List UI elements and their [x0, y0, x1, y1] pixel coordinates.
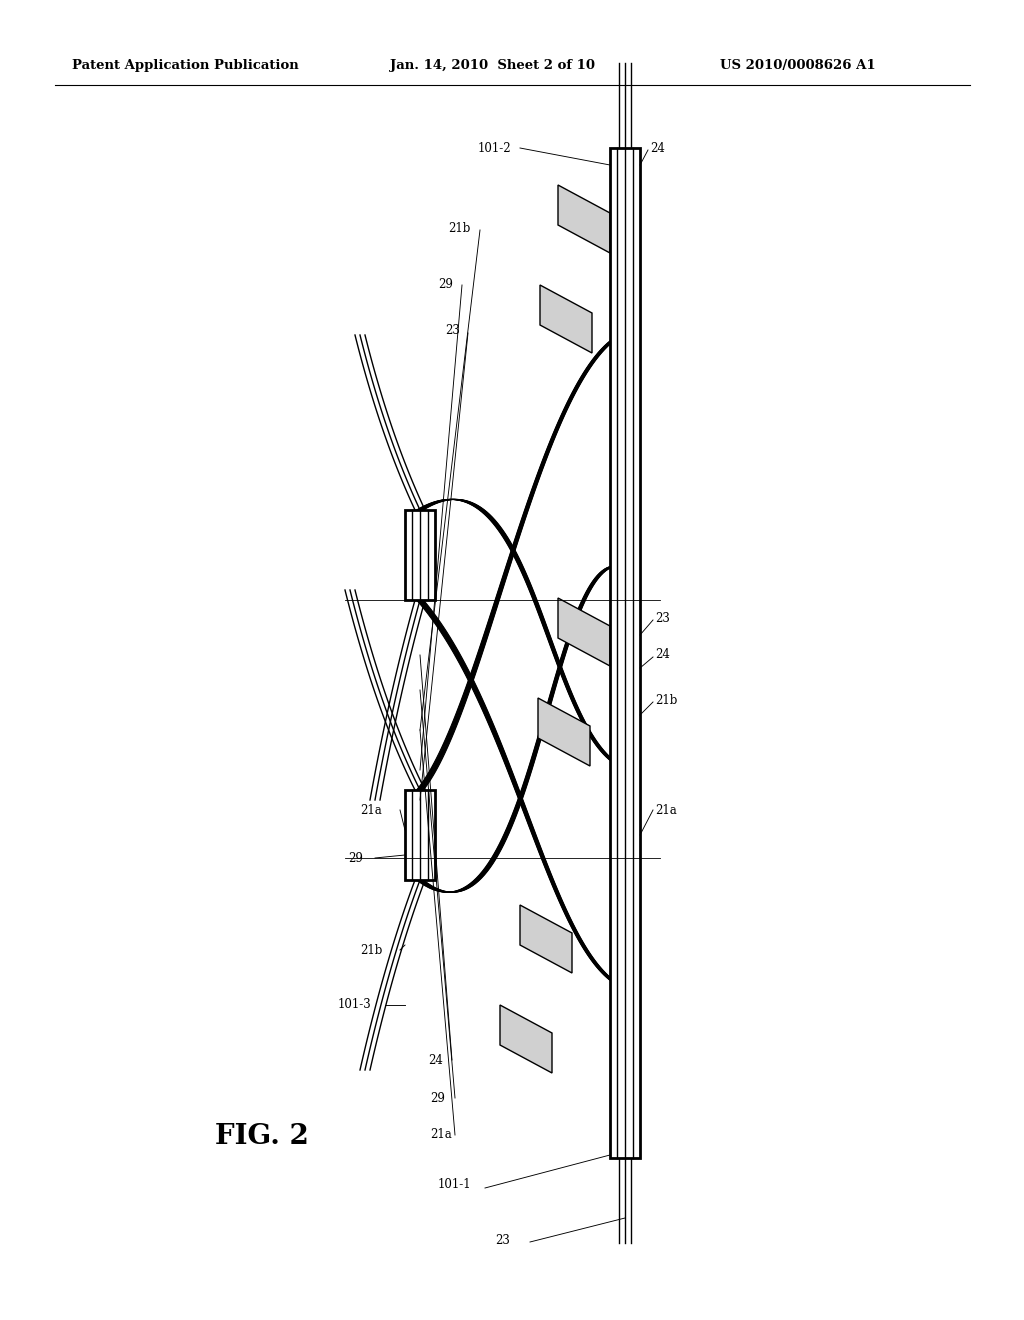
Text: FIG. 2: FIG. 2 — [215, 1123, 309, 1150]
Text: 21b: 21b — [449, 222, 470, 235]
Text: 23: 23 — [495, 1233, 510, 1246]
Bar — [610, 148, 640, 1158]
Text: Patent Application Publication: Patent Application Publication — [72, 58, 299, 71]
Text: 21a: 21a — [360, 804, 382, 817]
Polygon shape — [538, 698, 590, 766]
Text: 29: 29 — [430, 1092, 444, 1105]
Text: 101-3: 101-3 — [338, 998, 372, 1011]
Text: Jan. 14, 2010  Sheet 2 of 10: Jan. 14, 2010 Sheet 2 of 10 — [390, 58, 595, 71]
Text: 21b: 21b — [655, 693, 677, 706]
Text: 24: 24 — [655, 648, 670, 661]
Text: 21a: 21a — [655, 804, 677, 817]
Polygon shape — [558, 598, 610, 667]
Polygon shape — [540, 285, 592, 352]
Text: 23: 23 — [655, 611, 670, 624]
Text: 21b: 21b — [360, 944, 382, 957]
Text: 29: 29 — [438, 279, 453, 292]
Polygon shape — [520, 906, 572, 973]
Text: 101-2: 101-2 — [478, 141, 512, 154]
Text: 23: 23 — [445, 323, 460, 337]
Polygon shape — [558, 185, 610, 253]
Bar — [406, 789, 435, 880]
Text: 29: 29 — [348, 851, 362, 865]
Text: 21a: 21a — [430, 1129, 452, 1142]
Text: 24: 24 — [650, 141, 665, 154]
Text: 24: 24 — [428, 1053, 442, 1067]
Text: 101-1: 101-1 — [438, 1179, 472, 1192]
Polygon shape — [500, 1005, 552, 1073]
Bar — [406, 510, 435, 601]
Text: US 2010/0008626 A1: US 2010/0008626 A1 — [720, 58, 876, 71]
